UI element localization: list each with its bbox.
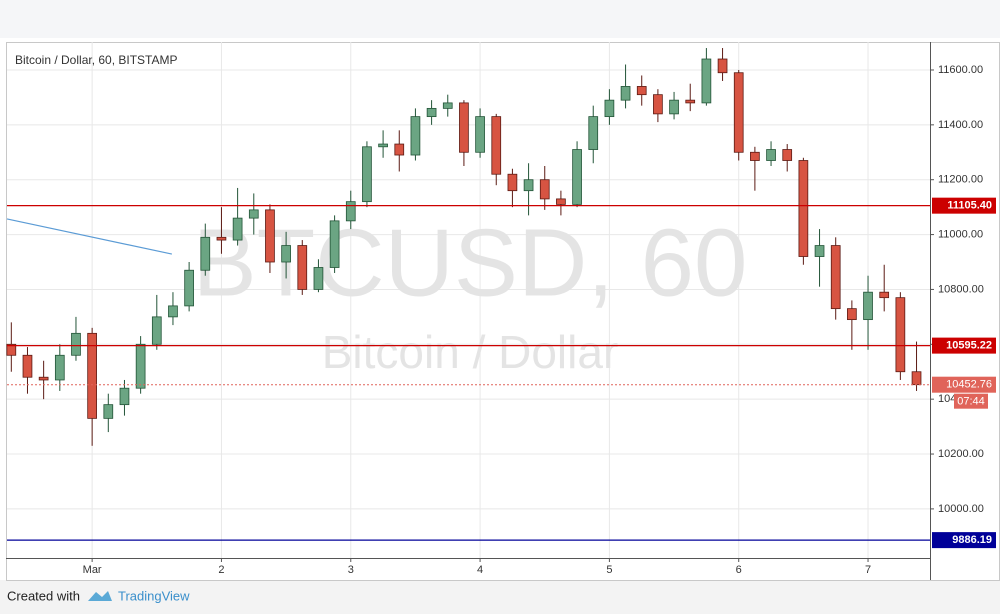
y-tick-label: 10800.00 [938, 283, 984, 295]
footer-bar [0, 580, 1000, 614]
tradingview-logo[interactable]: TradingView [88, 588, 190, 603]
candle-body [168, 305, 178, 318]
candle-body [750, 151, 760, 161]
candle-body [459, 102, 469, 153]
candle-body [879, 291, 890, 299]
watermark: BTCUSD, 60 [193, 209, 748, 316]
y-tick-label: 11000.00 [938, 228, 983, 240]
candle-body [636, 86, 647, 96]
y-tick-label: 11200.00 [938, 174, 983, 186]
candle-body [717, 58, 728, 74]
candle-body [297, 245, 308, 290]
x-tick-label: 2 [218, 564, 224, 576]
countdown-box [954, 393, 988, 409]
candle-body [345, 201, 356, 222]
countdown-label: 07:44 [957, 396, 985, 408]
candle-body [685, 99, 696, 104]
candle-body [911, 371, 922, 386]
candle-body [103, 404, 114, 419]
candle-body [830, 245, 841, 310]
candle-body [135, 343, 146, 389]
candle-body [281, 245, 291, 263]
x-tick-label: Mar [83, 564, 102, 576]
candle-body [491, 116, 502, 175]
x-tick-label: 7 [865, 564, 871, 576]
candle-body [766, 149, 776, 161]
candle-body [604, 99, 615, 118]
candle-body [232, 217, 243, 241]
price-label: 11105.40 [947, 200, 992, 212]
candle-body [653, 94, 663, 115]
candle-body [895, 297, 906, 373]
candle-body [71, 332, 81, 356]
candle-body [54, 354, 65, 381]
candle-body [572, 149, 582, 205]
last-price-label: 10452.76 [946, 379, 992, 391]
candle-body [6, 343, 17, 356]
trend-line [6, 218, 173, 255]
candle-body [38, 376, 49, 381]
y-tick-label: 11600.00 [938, 64, 983, 76]
candle-body [184, 269, 194, 307]
price-label: 10595.22 [946, 340, 992, 352]
watermark-subtitle: Bitcoin / Dollar [322, 326, 619, 378]
top-bar [0, 0, 1000, 38]
price-label: 9886.19 [952, 534, 992, 546]
candle-body [216, 236, 227, 241]
candle-body [588, 116, 599, 150]
price-label-box [932, 197, 996, 214]
candle-body [507, 173, 518, 192]
candle-body [539, 179, 550, 200]
candle-body [475, 116, 485, 153]
y-tick-label: 10000.00 [938, 503, 984, 515]
candle-body [669, 99, 679, 115]
candle-body [410, 116, 421, 156]
x-tick-label: 6 [736, 564, 742, 576]
candle-body [863, 291, 873, 321]
candle-body [200, 236, 211, 271]
candle-body [151, 316, 162, 345]
footer-brand[interactable]: TradingView [118, 588, 190, 603]
footer-text: Created with [7, 588, 80, 603]
x-tick-label: 4 [477, 564, 483, 576]
candle-body [523, 179, 534, 192]
candle-body [556, 198, 566, 205]
candle-body [87, 332, 97, 419]
chart-title: Bitcoin / Dollar, 60, BITSTAMP [15, 53, 178, 67]
candle-body [22, 354, 33, 378]
candle-body [782, 149, 793, 161]
candle-body [394, 143, 405, 156]
candle-body [814, 245, 825, 257]
price-label-box [932, 337, 996, 354]
candle-body [265, 209, 275, 263]
candle-body [362, 146, 372, 203]
candle-body [426, 107, 437, 118]
x-tick-label: 3 [348, 564, 354, 576]
price-label-box [932, 532, 996, 549]
candle-body [847, 308, 857, 321]
y-tick-label: 11400.00 [938, 119, 983, 131]
candle-body [119, 387, 130, 406]
last-price-box [932, 376, 996, 393]
candle-body [442, 102, 453, 109]
candle-body [329, 220, 340, 268]
y-tick-label: 10200.00 [938, 448, 984, 460]
candle-body [378, 143, 388, 148]
candle-body [313, 267, 324, 290]
candle-body [620, 86, 631, 101]
logo-icon[interactable] [88, 591, 112, 601]
candle-body [248, 209, 259, 219]
candle-body [798, 160, 809, 257]
candle-body [701, 58, 712, 104]
candle-body [733, 72, 744, 153]
x-tick-label: 5 [606, 564, 612, 576]
